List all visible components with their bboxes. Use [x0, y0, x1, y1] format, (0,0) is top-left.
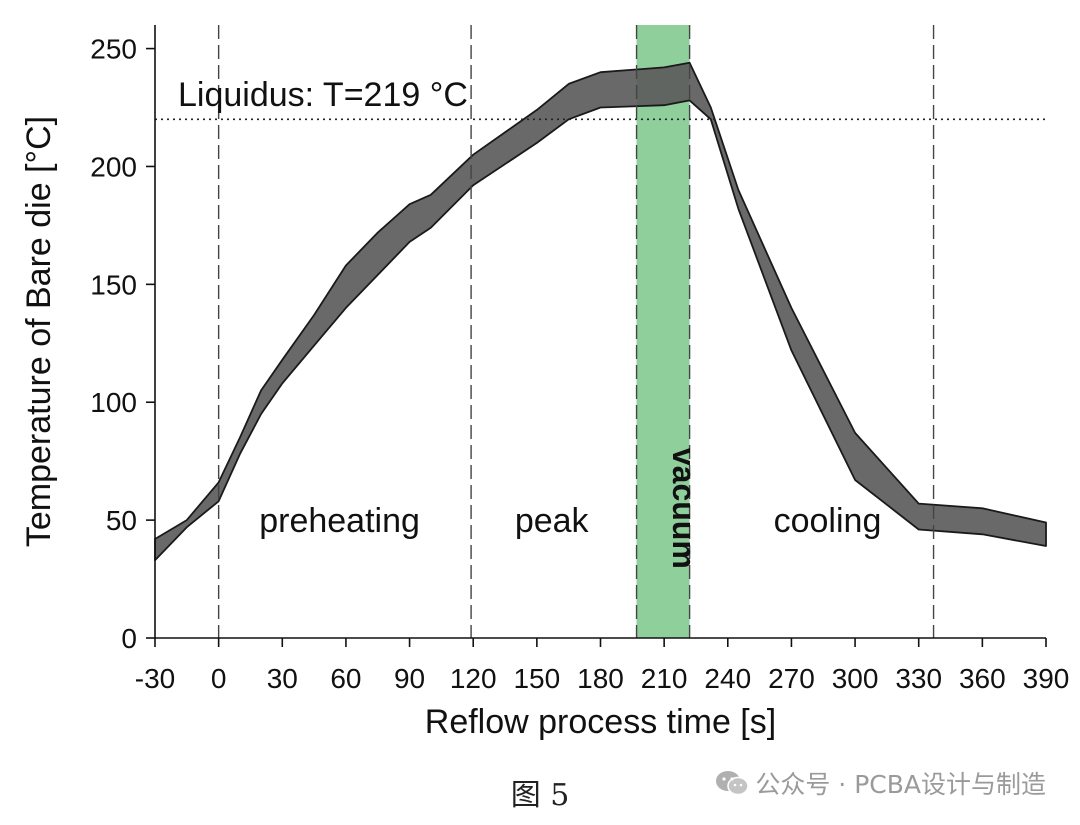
- x-tick-label: 330: [895, 663, 942, 694]
- y-tick-label: 100: [90, 387, 137, 418]
- vacuum-label: vacuum: [666, 448, 702, 569]
- x-axis-title: Reflow process time [s]: [425, 703, 776, 741]
- y-tick-label: 0: [121, 623, 137, 654]
- y-tick-label: 150: [90, 269, 137, 300]
- x-tick-label: 60: [330, 663, 361, 694]
- x-tick-label: 270: [768, 663, 815, 694]
- x-tick-label: 210: [641, 663, 688, 694]
- x-tick-label: -30: [135, 663, 175, 694]
- temperature-band: [154, 61, 1047, 562]
- region-label: peak: [515, 502, 590, 540]
- watermark: 公众号 · PCBA设计与制造: [715, 765, 1046, 801]
- region-label: preheating: [259, 502, 420, 540]
- x-tick-label: 300: [832, 663, 879, 694]
- region-label: cooling: [774, 502, 882, 540]
- figure-caption: 图 5: [510, 778, 570, 813]
- vacuum-region: [636, 25, 690, 638]
- y-tick-label: 250: [90, 34, 137, 65]
- x-tick-label: 90: [394, 663, 425, 694]
- x-tick-label: 240: [704, 663, 751, 694]
- y-axis-title: Temperature of Bare die [°C]: [20, 116, 58, 547]
- y-tick-label: 200: [90, 151, 137, 182]
- x-tick-label: 30: [267, 663, 298, 694]
- x-tick-label: 120: [450, 663, 497, 694]
- x-tick-label: 360: [959, 663, 1006, 694]
- watermark-text: 公众号 · PCBA设计与制造: [755, 770, 1046, 799]
- liquidus-label: Liquidus: T=219 °C: [178, 76, 468, 114]
- x-tick-label: 180: [577, 663, 624, 694]
- wechat-icon: [716, 771, 750, 796]
- x-tick-label: 150: [513, 663, 560, 694]
- x-tick-label: 390: [1023, 663, 1070, 694]
- y-tick-label: 50: [106, 505, 137, 536]
- reflow-chart: 0 50 100 150 200 250 -30 0 30 60 90 120 150 180 210 240…: [20, 25, 1070, 741]
- x-tick-label: 0: [211, 663, 227, 694]
